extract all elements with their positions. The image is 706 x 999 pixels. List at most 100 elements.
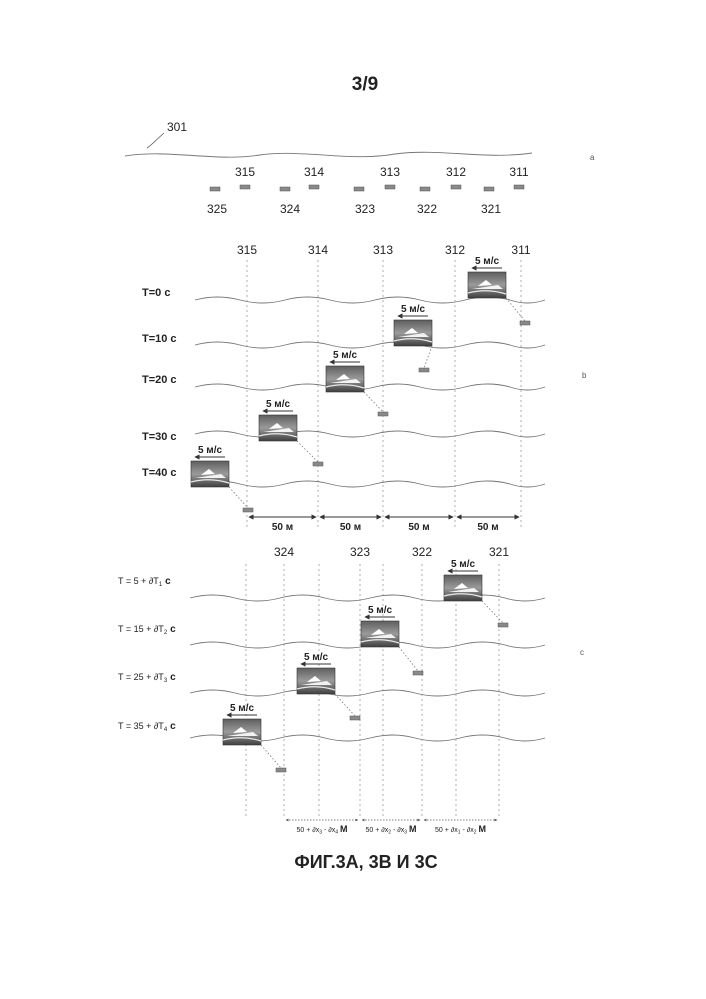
panel-a: 301 a 315314313312311 325324323322321 bbox=[125, 120, 595, 216]
boat-image bbox=[468, 272, 506, 298]
sensor-label-bottom: 325 bbox=[207, 202, 227, 216]
boat-image bbox=[361, 621, 399, 647]
boat-vessel: 5 м/с bbox=[259, 399, 297, 441]
panel-c: 324 323 322 321 T = 5 + ∂T1с T = 15 + ∂T2с T … bbox=[118, 545, 584, 836]
distance-label: 50 м bbox=[340, 522, 361, 533]
sensor-marker bbox=[210, 187, 220, 191]
sensor-marker bbox=[354, 187, 364, 191]
time-label: T=10 с bbox=[142, 333, 177, 345]
wake-line bbox=[424, 346, 432, 368]
sensor-marker bbox=[385, 185, 395, 189]
column-label: 313 bbox=[373, 243, 393, 257]
column-label: 322 bbox=[412, 545, 432, 559]
column-label: 324 bbox=[274, 545, 294, 559]
panel-b: 315 314 313 312 311 T=0 с T=10 с T=20 с T=30 с T… bbox=[142, 243, 587, 533]
time-label: T = 25 + ∂T3с bbox=[118, 672, 176, 684]
sensor-marker bbox=[419, 368, 429, 372]
ref-leader-line bbox=[147, 133, 164, 148]
boat-image bbox=[297, 668, 335, 694]
time-label: T = 35 + ∂T4с bbox=[118, 721, 176, 733]
figure-caption: ФИГ.3А, 3В И 3С bbox=[294, 852, 437, 872]
sensor-marker bbox=[240, 185, 250, 189]
wave-profile-a bbox=[125, 152, 532, 157]
boat-image bbox=[444, 575, 482, 601]
side-label-b: b bbox=[582, 371, 587, 380]
time-label: T = 15 + ∂T2с bbox=[118, 624, 176, 636]
boat-vessel: 5 м/с bbox=[191, 445, 229, 487]
page-number: 3/9 bbox=[352, 74, 378, 95]
distance-label: 50 + ∂x3 - ∂x4М bbox=[297, 824, 348, 836]
sensor-label-top: 314 bbox=[304, 165, 324, 179]
boat-vessel: 5 м/с bbox=[326, 350, 364, 392]
sensor-label-bottom: 321 bbox=[481, 202, 501, 216]
sensor-marker bbox=[378, 412, 388, 416]
wave-profile bbox=[195, 342, 545, 348]
column-label: 311 bbox=[511, 243, 530, 257]
time-label: T=20 с bbox=[142, 374, 177, 386]
speed-label: 5 м/с bbox=[451, 559, 476, 570]
time-label: T = 5 + ∂T1с bbox=[118, 576, 171, 588]
sensor-marker bbox=[413, 671, 423, 675]
sensor-marker bbox=[243, 508, 253, 512]
speed-label: 5 м/с bbox=[475, 256, 500, 267]
column-label: 314 bbox=[308, 243, 328, 257]
sensor-marker bbox=[276, 768, 286, 772]
ref-label-301: 301 bbox=[167, 120, 187, 134]
sensor-marker bbox=[350, 716, 360, 720]
distance-label: 50 м bbox=[408, 522, 429, 533]
side-label-c: c bbox=[580, 648, 584, 657]
wake-line bbox=[399, 647, 418, 671]
wave-profile bbox=[190, 690, 545, 696]
boat-vessel: 5 м/с bbox=[444, 559, 482, 601]
speed-label: 5 м/с bbox=[401, 304, 426, 315]
sensor-marker bbox=[280, 187, 290, 191]
wake-line bbox=[482, 601, 503, 623]
boat-vessel: 5 м/с bbox=[468, 256, 506, 298]
boat-image bbox=[259, 415, 297, 441]
sensor-marker bbox=[514, 185, 524, 189]
time-label: T=40 с bbox=[142, 467, 177, 479]
column-label: 315 bbox=[237, 243, 257, 257]
speed-label: 5 м/с bbox=[198, 445, 223, 456]
wave-profile bbox=[195, 481, 545, 487]
sensor-label-bottom: 324 bbox=[280, 202, 300, 216]
sensor-label-bottom: 322 bbox=[417, 202, 437, 216]
sensor-label-top: 312 bbox=[446, 165, 466, 179]
wake-line bbox=[229, 487, 248, 508]
sensor-label-top: 315 bbox=[235, 165, 255, 179]
wake-line bbox=[364, 392, 383, 412]
sensor-marker bbox=[420, 187, 430, 191]
column-label: 312 bbox=[445, 243, 465, 257]
wave-profile bbox=[195, 384, 545, 390]
speed-label: 5 м/с bbox=[266, 399, 291, 410]
speed-label: 5 м/с bbox=[304, 652, 329, 663]
boat-vessel: 5 м/с bbox=[394, 304, 432, 346]
sensor-marker bbox=[498, 623, 508, 627]
boat-image bbox=[223, 719, 261, 745]
side-label-a: a bbox=[590, 153, 595, 162]
distance-label: 50 + ∂x2 - ∂x3М bbox=[366, 824, 417, 836]
wave-profile bbox=[195, 431, 545, 437]
sensor-label-top: 313 bbox=[380, 165, 400, 179]
boat-image bbox=[326, 366, 364, 392]
sensor-marker bbox=[451, 185, 461, 189]
distance-label: 50 м bbox=[477, 522, 498, 533]
speed-label: 5 м/с bbox=[368, 605, 393, 616]
wake-line bbox=[335, 694, 355, 716]
sensor-marker bbox=[313, 462, 323, 466]
distance-label: 50 м bbox=[272, 522, 293, 533]
boat-image bbox=[191, 461, 229, 487]
column-label: 323 bbox=[350, 545, 370, 559]
column-label: 321 bbox=[489, 545, 509, 559]
sensor-label-bottom: 323 bbox=[355, 202, 375, 216]
distance-label: 50 + ∂x1 - ∂x2М bbox=[435, 824, 486, 836]
wave-profile bbox=[190, 595, 545, 601]
time-label: T=30 с bbox=[142, 431, 177, 443]
speed-label: 5 м/с bbox=[333, 350, 358, 361]
boat-vessel: 5 м/с bbox=[297, 652, 335, 694]
boat-image bbox=[394, 320, 432, 346]
speed-label: 5 м/с bbox=[230, 703, 255, 714]
wake-line bbox=[261, 745, 281, 768]
time-label: T=0 с bbox=[142, 287, 170, 299]
sensor-marker bbox=[520, 321, 530, 325]
